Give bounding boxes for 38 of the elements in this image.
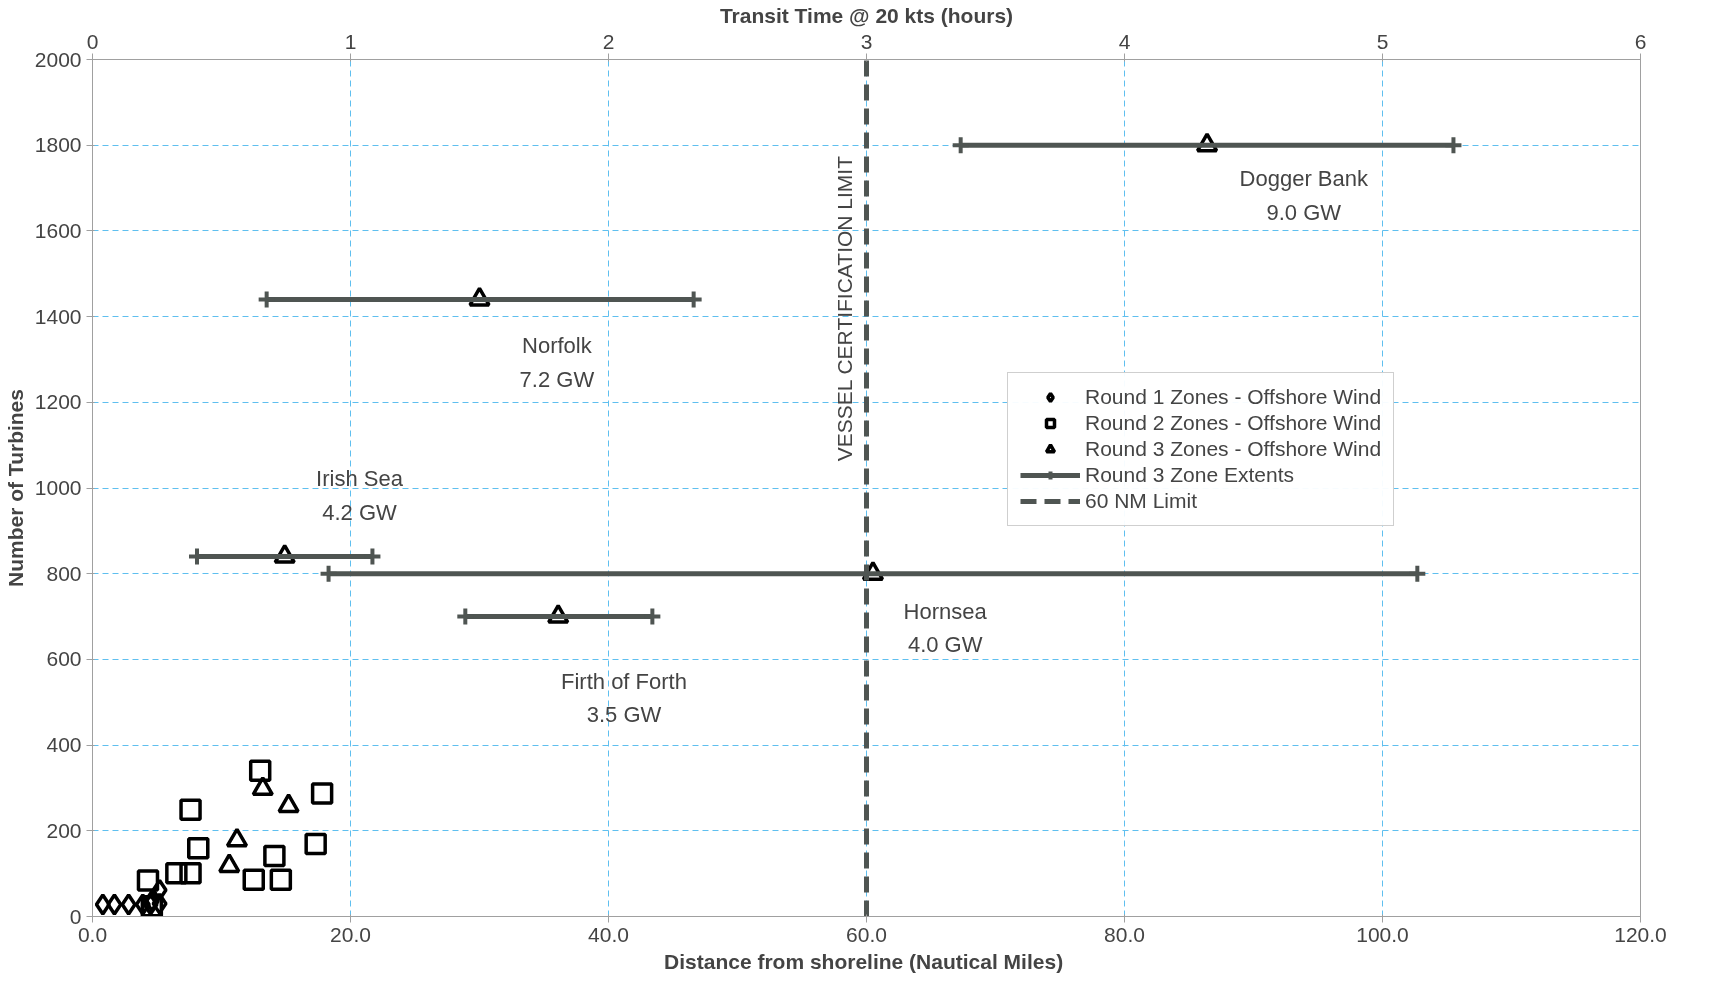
x2-axis-title: Transit Time @ 20 kts (hours) [719,3,1014,27]
y-tick-label: 0 [69,904,82,928]
legend-label: Round 3 Zone Extents [1085,463,1294,487]
x2-tick-label: 1 [344,29,357,53]
x2-tick-label: 3 [860,29,873,53]
y-tick-label: 200 [46,818,82,842]
x2-tick-label: 5 [1376,29,1389,53]
y-tick-label: 1600 [34,218,82,242]
legend-label: 60 NM Limit [1085,489,1198,513]
annotation: Dogger Bank 9.0 GW [1239,165,1370,225]
x-tick-label: 20.0 [330,922,371,946]
x2-tick-label: 6 [1634,29,1647,53]
y-tick-label: 1400 [34,304,82,328]
y-tick-label: 1200 [34,390,82,414]
x-tick-label: 80.0 [1104,922,1145,946]
x-tick-label: 60.0 [846,922,887,946]
annotation: Hornsea 4.0 GW [903,598,988,658]
x-tick-label: 120.0 [1614,922,1667,946]
legend-label: Round 3 Zones - Offshore Wind [1085,437,1382,461]
y-tick-label: 1800 [34,133,82,157]
annotation: Norfolk 7.2 GW [519,333,595,392]
y-tick-label: 800 [46,561,82,585]
y-tick-label: 600 [46,647,82,671]
x-tick-label: 40.0 [588,922,629,946]
y-tick-label: 2000 [34,47,82,71]
legend-label: Round 2 Zones - Offshore Wind [1085,411,1382,435]
y-tick-label: 400 [46,733,82,757]
x-tick-label: 100.0 [1356,922,1409,946]
y-axis-title: Number of Turbines [3,389,27,587]
annotation: Firth of Forth 3.5 GW [561,668,687,728]
x2-tick-label: 2 [602,29,615,53]
annotation: Irish Sea 4.2 GW [316,466,404,526]
y-tick-label: 1000 [34,476,82,499]
x2-tick-label: 0 [86,29,99,53]
annotation: VESSEL CERTIFICATION LIMIT [833,155,857,462]
x-axis-title: Distance from shoreline (Nautical Miles) [664,949,1064,973]
legend-label: Round 1 Zones - Offshore Wind [1085,385,1382,409]
x2-tick-label: 4 [1118,29,1131,53]
